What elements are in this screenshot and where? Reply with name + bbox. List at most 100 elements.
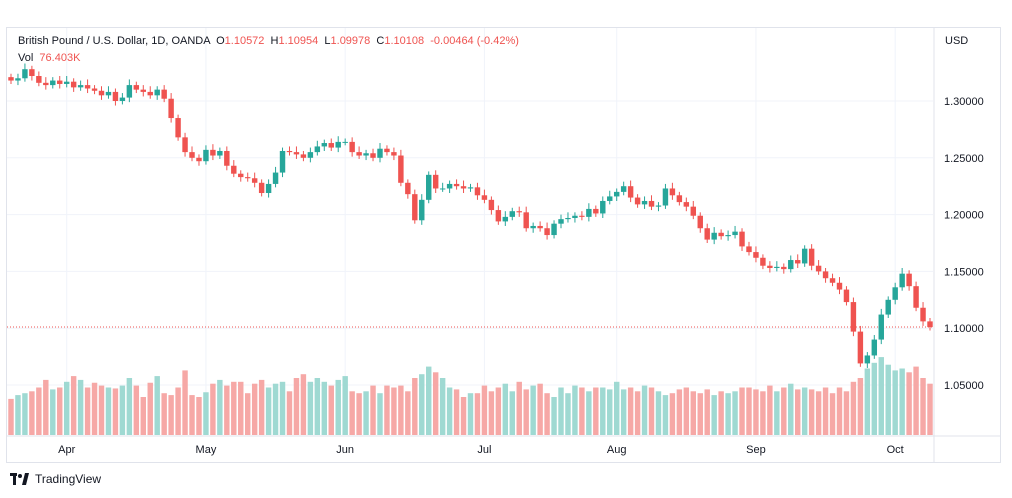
tradingview-brand[interactable]: TradingView xyxy=(10,472,101,486)
candle-body xyxy=(822,271,829,279)
volume-bar xyxy=(885,364,891,435)
candle-body xyxy=(537,225,543,229)
price-tick-label: 1.30000 xyxy=(944,96,984,108)
candle-body xyxy=(349,141,355,153)
candle-body xyxy=(182,137,188,153)
candle-body xyxy=(432,174,439,189)
volume-bar xyxy=(314,378,321,435)
candle-body xyxy=(384,148,390,153)
candle-body xyxy=(690,206,697,216)
candle-body xyxy=(488,199,495,211)
volume-bar xyxy=(495,387,502,435)
candle-body xyxy=(196,157,202,162)
candle-body xyxy=(22,69,28,79)
price-tick-label: 1.25000 xyxy=(944,153,984,165)
candle-body xyxy=(398,155,404,183)
volume-bar xyxy=(551,397,557,435)
candle-body xyxy=(231,165,237,174)
volume-bar xyxy=(523,389,529,435)
volume-bar xyxy=(189,395,195,435)
volume-bar xyxy=(572,385,578,435)
legend-open-label: O xyxy=(216,35,225,47)
volume-bar xyxy=(781,387,787,435)
volume-bar xyxy=(502,383,509,435)
candle-body xyxy=(36,76,42,83)
price-tick-label: 1.20000 xyxy=(944,210,984,222)
candle-body xyxy=(683,202,690,207)
volume-bar xyxy=(419,374,425,435)
candle-body xyxy=(446,183,453,189)
candle-body xyxy=(753,252,759,258)
candle-body xyxy=(788,260,794,270)
volume-bar xyxy=(746,387,752,435)
volume-bar xyxy=(711,395,717,435)
volume-bar xyxy=(70,376,77,435)
candle-body xyxy=(920,307,926,322)
volume-bar xyxy=(586,391,592,435)
volume-bar xyxy=(579,387,585,435)
volume-bar xyxy=(822,387,829,435)
candle-body xyxy=(746,246,752,253)
volume-bar xyxy=(29,391,35,435)
volume-bar xyxy=(272,383,279,435)
candle-body xyxy=(272,172,279,184)
volume-bar xyxy=(850,381,857,435)
candle-body xyxy=(321,143,328,147)
candle-body xyxy=(307,152,314,158)
volume-bar xyxy=(57,387,63,435)
volume-bar xyxy=(467,393,474,435)
candle-body xyxy=(878,314,884,340)
candle-body xyxy=(453,183,460,187)
candle-body xyxy=(356,152,362,156)
time-tick-label: Jun xyxy=(336,444,354,456)
candle-body xyxy=(565,218,571,220)
candle-body xyxy=(210,149,216,156)
volume-bar xyxy=(405,391,411,435)
candle-body xyxy=(760,257,766,266)
volume-bar xyxy=(258,379,265,435)
volume-bar xyxy=(509,391,515,435)
volume-bar xyxy=(920,378,926,435)
candle-body xyxy=(15,78,21,81)
volume-bar xyxy=(530,385,536,435)
candle-body xyxy=(460,186,467,189)
candle-body xyxy=(161,89,167,99)
candle-body xyxy=(579,215,585,217)
volume-bar xyxy=(84,387,91,435)
candle-body xyxy=(203,149,209,162)
volume-bar xyxy=(286,391,293,435)
volume-bar xyxy=(683,387,690,435)
volume-bar xyxy=(168,395,174,435)
time-tick-label: Sep xyxy=(746,444,766,456)
candle-body xyxy=(314,146,321,153)
volume-bar xyxy=(906,372,912,435)
volume-bar xyxy=(446,387,453,435)
candle-body xyxy=(98,90,105,96)
candle-body xyxy=(335,141,341,148)
brand-label: TradingView xyxy=(35,472,102,486)
candle-body xyxy=(293,152,300,155)
volume-bar xyxy=(105,387,112,435)
volume-bar xyxy=(63,381,70,435)
candle-body xyxy=(370,153,376,158)
candle-body xyxy=(871,339,878,356)
candle-body xyxy=(620,186,627,192)
candle-body xyxy=(829,278,836,283)
candle-body xyxy=(77,85,84,88)
candle-body xyxy=(516,211,522,213)
volume-bar xyxy=(843,391,850,435)
volume-bar xyxy=(627,387,634,435)
volume-bar xyxy=(857,378,864,435)
volume-bar xyxy=(676,389,683,435)
candle-body xyxy=(217,150,223,156)
candle-body xyxy=(669,188,676,196)
volume-bar xyxy=(815,391,822,435)
volume-bar xyxy=(516,381,522,435)
candle-body xyxy=(265,183,272,194)
candle-body xyxy=(913,286,919,308)
time-tick-label: Apr xyxy=(58,444,75,456)
volume-bar xyxy=(913,366,919,435)
volume-bar xyxy=(704,389,710,435)
candle-body xyxy=(238,173,244,178)
